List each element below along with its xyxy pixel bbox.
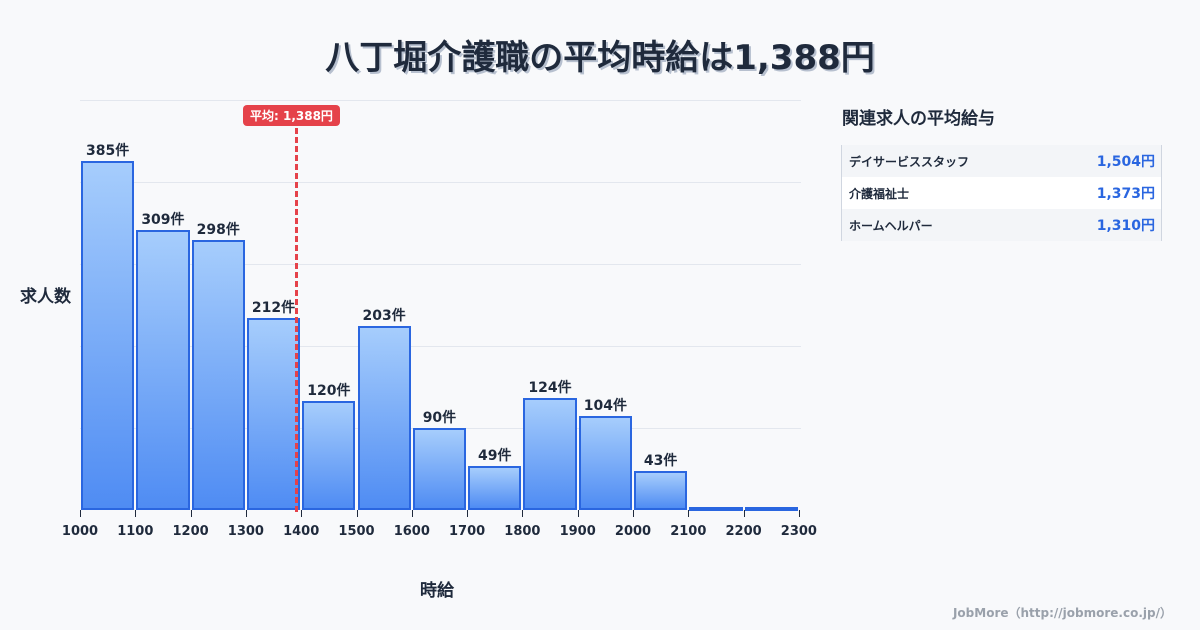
related-jobs-title: 関連求人の平均給与 bbox=[842, 109, 995, 129]
histogram-bar bbox=[302, 401, 356, 510]
x-tick-label: 1800 bbox=[504, 524, 541, 539]
x-tick bbox=[577, 510, 579, 517]
bar-value-label: 120件 bbox=[307, 383, 351, 400]
average-badge: 平均: 1,388円 bbox=[243, 105, 340, 126]
x-tick-label: 1400 bbox=[283, 524, 320, 539]
bar-value-label: 43件 bbox=[643, 453, 678, 470]
x-tick bbox=[633, 510, 634, 517]
x-tick-label: 1900 bbox=[559, 524, 596, 539]
job-name: ホームヘルパー bbox=[849, 218, 933, 233]
histogram-bar bbox=[689, 507, 743, 511]
histogram-bar bbox=[357, 326, 411, 510]
related-job-row: ホームヘルパー 1,310円 bbox=[842, 209, 1161, 241]
gridline bbox=[80, 182, 801, 183]
x-tick-label: 1200 bbox=[172, 524, 209, 539]
x-tick bbox=[245, 510, 247, 517]
x-tick-label: 1700 bbox=[449, 524, 486, 539]
x-tick-label: 2200 bbox=[725, 524, 762, 539]
x-tick-label: 1600 bbox=[393, 524, 430, 539]
x-tick-label: 2000 bbox=[614, 524, 652, 539]
gridline bbox=[80, 264, 801, 265]
footer-credit: JobMore（http://jobmore.co.jp/） bbox=[952, 606, 1172, 620]
bar-value-label: 203件 bbox=[362, 308, 406, 325]
bar-value-label: 104件 bbox=[583, 397, 627, 414]
histogram-bar bbox=[81, 161, 135, 510]
bar-value-label: 385件 bbox=[86, 143, 130, 160]
x-tick bbox=[135, 510, 137, 517]
bar-value-label: 49件 bbox=[478, 447, 512, 464]
bar-value-label: 212件 bbox=[251, 299, 296, 316]
x-tick bbox=[467, 510, 469, 517]
x-tick-label: 1500 bbox=[338, 524, 375, 539]
page-title: 八丁堀介護職の平均時給は1,388円 bbox=[325, 38, 875, 78]
related-job-row: デイサービススタッフ 1,504円 bbox=[842, 145, 1161, 177]
histogram-bar bbox=[523, 397, 577, 510]
x-tick-label: 1100 bbox=[117, 524, 154, 539]
x-tick-label: 2300 bbox=[780, 524, 817, 539]
gridline bbox=[80, 100, 801, 101]
x-tick-label: 2100 bbox=[670, 524, 707, 539]
x-tick bbox=[80, 510, 81, 517]
x-tick bbox=[798, 510, 800, 517]
job-wage: 1,373円 bbox=[1096, 186, 1155, 202]
job-name: 介護福祉士 bbox=[849, 186, 910, 201]
histogram-bar bbox=[246, 317, 301, 510]
x-tick bbox=[522, 510, 524, 517]
x-tick bbox=[688, 510, 690, 517]
job-wage: 1,504円 bbox=[1096, 154, 1155, 170]
x-tick-label: 1300 bbox=[227, 524, 264, 539]
histogram-bar bbox=[578, 415, 632, 510]
x-tick bbox=[743, 510, 745, 517]
x-tick bbox=[411, 510, 413, 517]
bar-value-label: 309件 bbox=[141, 212, 185, 229]
x-tick-label: 1000 bbox=[61, 524, 99, 539]
x-axis-label: 時給 bbox=[420, 581, 454, 601]
related-jobs-table: デイサービススタッフ 1,504円 介護福祉士 1,373円 ホームヘルパー 1… bbox=[841, 145, 1162, 241]
histogram-bar bbox=[191, 240, 245, 510]
bar-value-label: 124件 bbox=[528, 379, 572, 396]
y-axis-label: 求人数 bbox=[20, 287, 71, 307]
histogram-bar bbox=[136, 230, 190, 510]
job-wage: 1,310円 bbox=[1096, 218, 1155, 234]
gridline bbox=[80, 346, 801, 347]
histogram-bar bbox=[634, 471, 688, 510]
histogram-bar bbox=[412, 428, 467, 510]
related-job-row: 介護福祉士 1,373円 bbox=[842, 177, 1161, 209]
bar-value-label: 90件 bbox=[422, 410, 457, 427]
x-tick bbox=[190, 510, 192, 517]
histogram-bar bbox=[468, 465, 522, 510]
histogram-bar bbox=[744, 507, 798, 511]
x-tick bbox=[356, 510, 358, 517]
job-name: デイサービススタッフ bbox=[849, 154, 970, 169]
bar-value-label: 298件 bbox=[196, 222, 240, 238]
x-tick bbox=[301, 510, 303, 517]
average-line bbox=[295, 128, 298, 512]
